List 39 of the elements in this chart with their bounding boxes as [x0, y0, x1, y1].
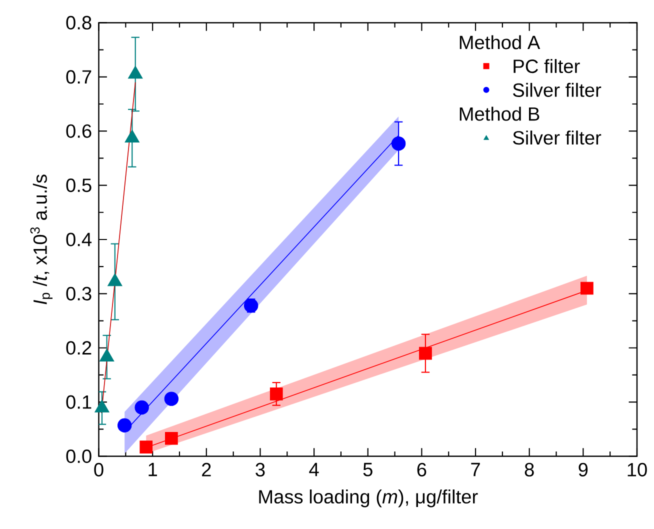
x-tick-label: 5 — [363, 462, 372, 476]
x-tick-label: 6 — [417, 462, 426, 476]
x-tick-label: 0 — [94, 462, 104, 476]
y-tick-label: 0.3 — [66, 286, 92, 300]
point — [580, 282, 594, 295]
y-tick-label: 0.0 — [66, 449, 92, 463]
x-tick-label: 10 — [628, 462, 647, 476]
point — [140, 440, 153, 454]
x-tick-label: 7 — [471, 462, 480, 476]
y-tick-label: 0.5 — [66, 178, 92, 192]
y-axis-title: I$_{p}$ /t, x10$^{3}$ a.u./s — [30, 174, 52, 304]
y-tick-label: 0.8 — [66, 16, 92, 30]
point — [270, 387, 283, 400]
y-tick-label: 0.1 — [66, 395, 92, 409]
point — [164, 392, 179, 406]
y-tick-label: 0.6 — [66, 124, 92, 138]
point — [108, 273, 122, 286]
legend-label: PC filter — [514, 58, 580, 73]
legend-label: Silver filter — [513, 130, 602, 144]
point — [165, 432, 178, 445]
annotation: Method B — [460, 106, 540, 121]
annotation: Method A — [460, 35, 540, 50]
y-tick-label: 0.4 — [66, 232, 92, 246]
point — [419, 346, 432, 360]
point — [134, 400, 149, 414]
x-tick-label: 4 — [309, 462, 319, 476]
point — [124, 130, 140, 142]
point — [128, 66, 143, 78]
point — [117, 418, 132, 432]
x-tick-label: 8 — [524, 462, 534, 476]
x-tick-label: 2 — [202, 462, 211, 476]
x-axis-title: Mass loading (m), μg/filter — [259, 489, 478, 508]
y-tick-label: 0.7 — [66, 70, 92, 84]
y-tick-label: 0.2 — [66, 340, 92, 354]
legend-label: Silver filter — [513, 82, 602, 97]
x-tick-label: 1 — [148, 462, 157, 476]
point — [391, 136, 406, 150]
x-tick-label: 3 — [256, 462, 265, 476]
x-tick-label: 9 — [578, 462, 588, 476]
